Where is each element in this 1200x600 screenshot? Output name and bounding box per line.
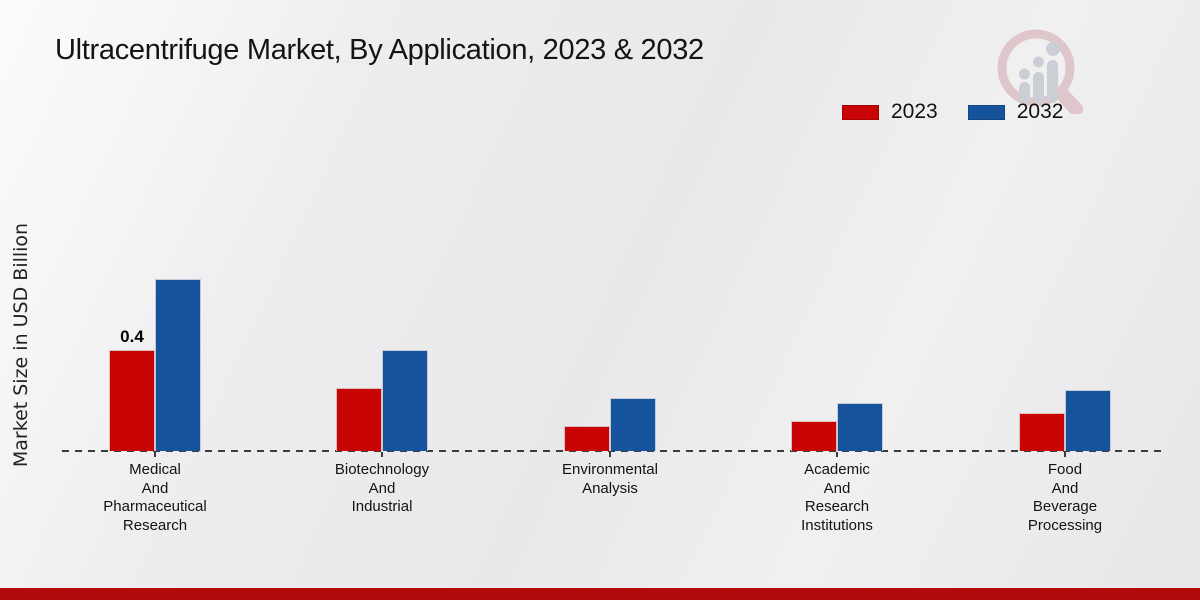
x-axis-baseline (62, 450, 1163, 452)
chart-title: Ultracentrifuge Market, By Application, … (55, 34, 704, 66)
bar-2023-group-0 (109, 350, 155, 451)
x-axis-tick-0 (154, 452, 156, 457)
x-axis-tick-3 (836, 452, 838, 457)
legend-swatch-2032 (967, 104, 1005, 120)
magnifier-icon (997, 29, 1083, 114)
x-axis-tick-2 (609, 452, 611, 457)
bar-2023-group-4 (1019, 413, 1065, 451)
x-axis-category-label-2: Environmental Analysis (562, 461, 658, 497)
bar-2032-group-1 (382, 350, 428, 451)
legend-swatch-2023 (842, 104, 879, 120)
x-axis-category-label-3: Academic And Research Institutions (801, 461, 873, 534)
legend-label-2023: 2023 (891, 100, 938, 123)
brand-logo-watermark (997, 29, 1083, 114)
bar-2032-group-4 (1065, 390, 1111, 451)
bar-2032-group-2 (610, 398, 656, 451)
bar-2032-group-0 (155, 279, 201, 451)
footer-accent-bar (0, 588, 1200, 600)
legend-label-2032: 2032 (1016, 100, 1064, 123)
legend: 2023 2032 (842, 100, 1063, 124)
legend-item-2032: 2032 (967, 100, 1064, 124)
x-axis-tick-4 (1064, 452, 1066, 457)
bar-2032-group-3 (837, 403, 883, 451)
bar-2023-group-2 (564, 426, 610, 451)
x-axis-category-label-4: Food And Beverage Processing (1027, 461, 1103, 534)
bar-2023-group-1 (336, 388, 382, 451)
bar-value-label: 0.4 (120, 327, 144, 346)
bar-2023-group-3 (791, 421, 837, 451)
x-axis-category-label-1: Biotechnology And Industrial (334, 461, 430, 515)
x-axis-category-label-0: Medical And Pharmaceutical Research (103, 461, 207, 534)
x-axis-tick-1 (381, 452, 383, 457)
legend-item-2023: 2023 (842, 100, 938, 124)
